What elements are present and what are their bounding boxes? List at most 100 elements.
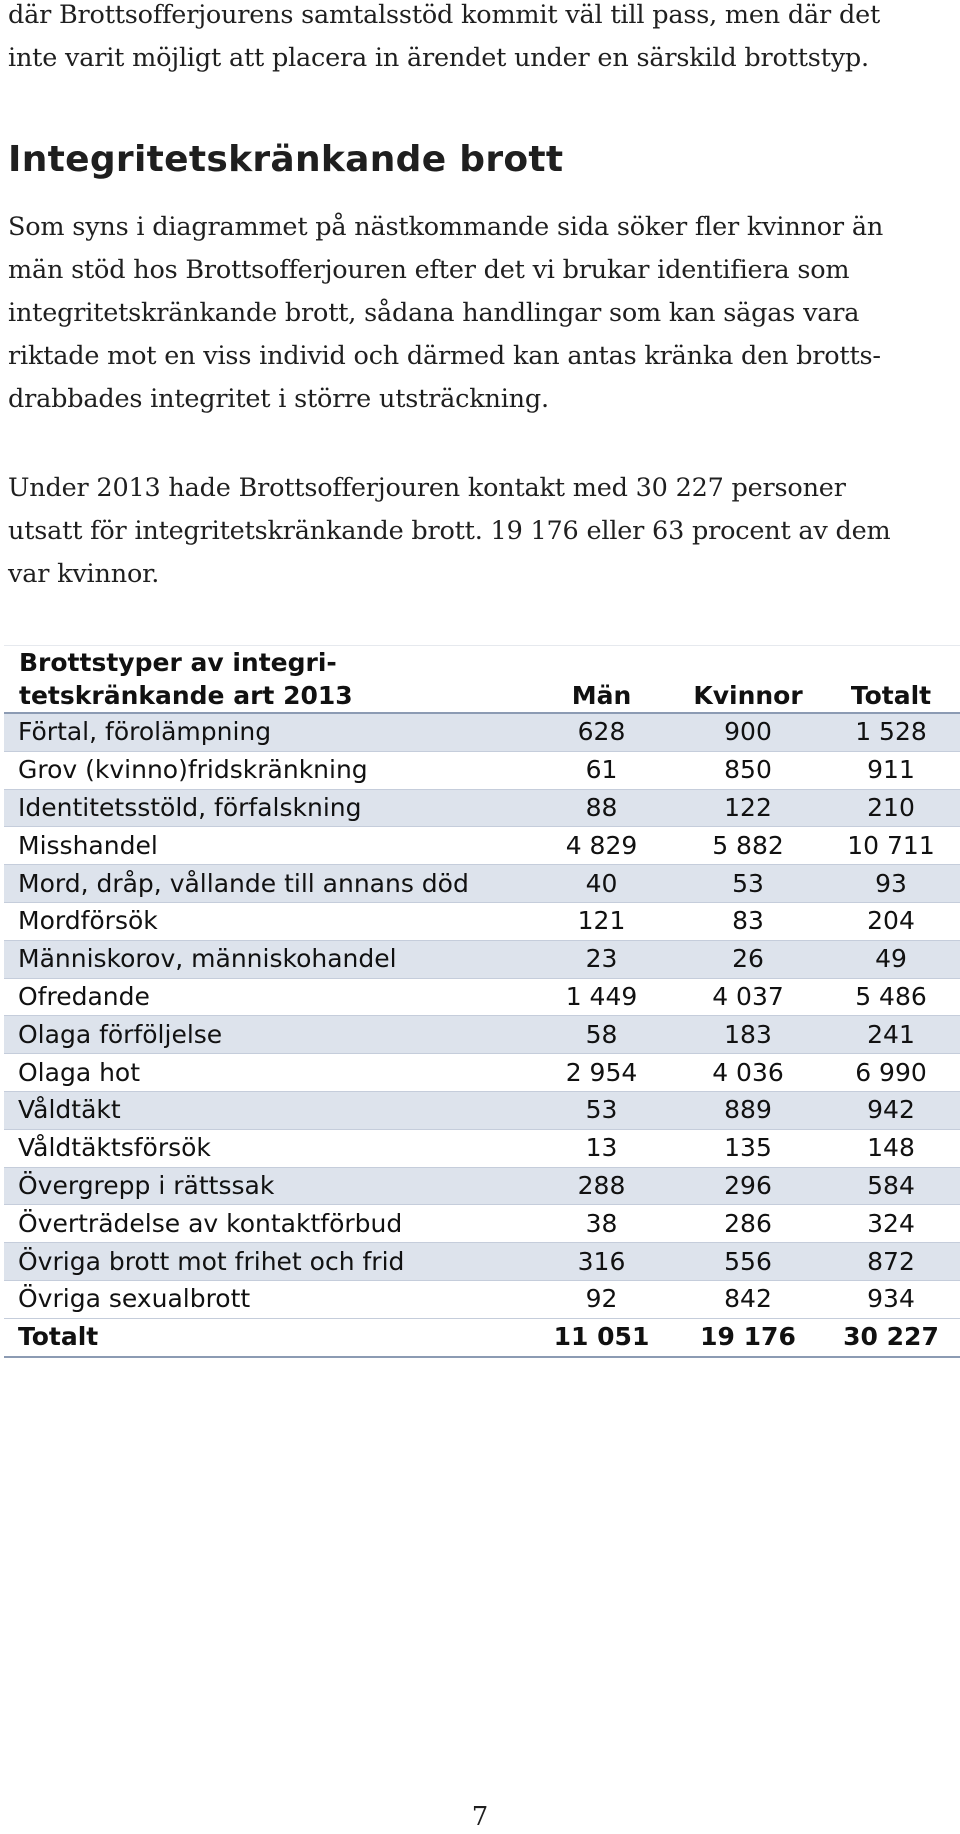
- intro-paragraph: där Brottsofferjourens samtalsstöd kommi…: [8, 0, 948, 80]
- kvinnor-value-cell: 4 036: [674, 1053, 822, 1092]
- crime-type-cell: Övriga sexualbrott: [4, 1280, 529, 1319]
- total-man-cell: 11 051: [529, 1318, 674, 1358]
- paragraph-1-line-3: integritetskränkande brott, sådana handl…: [8, 298, 860, 328]
- totalt-value-cell: 10 711: [822, 826, 960, 866]
- crime-type-cell: Misshandel: [4, 826, 529, 866]
- table-header-row: Brottstyper av integri- tetskränkande ar…: [4, 646, 960, 714]
- paragraph-2-line-1: Under 2013 hade Brottsofferjouren kontak…: [8, 473, 846, 503]
- man-value-cell: 13: [529, 1129, 674, 1168]
- table-row: Grov (kvinno)fridskränkning 61 850 911: [4, 751, 960, 790]
- table-row: Övergrepp i rättssak 288 296 584: [4, 1167, 960, 1206]
- totalt-value-cell: 584: [822, 1167, 960, 1206]
- table-row: Misshandel 4 829 5 882 10 711: [4, 826, 960, 866]
- totalt-value-cell: 210: [822, 789, 960, 828]
- table-title-line-2: tetskränkande art 2013: [19, 681, 353, 710]
- man-value-cell: 88: [529, 789, 674, 828]
- kvinnor-value-cell: 900: [674, 713, 822, 752]
- kvinnor-value-cell: 842: [674, 1280, 822, 1319]
- table-row: Människorov, människohandel 23 26 49: [4, 940, 960, 979]
- column-header-totalt: Totalt: [822, 646, 960, 714]
- man-value-cell: 61: [529, 751, 674, 790]
- paragraph-1-line-1: Som syns i diagrammet på nästkommande si…: [8, 212, 884, 242]
- crime-type-cell: Olaga förföljelse: [4, 1015, 529, 1055]
- paragraph-1-line-5: drabbades integritet i större utsträckni…: [8, 384, 549, 414]
- table-row: Mord, dråp, vållande till annans död 40 53…: [4, 864, 960, 903]
- paragraph-1-line-4: riktade mot en viss individ och därmed k…: [8, 341, 881, 371]
- kvinnor-value-cell: 296: [674, 1167, 822, 1206]
- totalt-value-cell: 942: [822, 1091, 960, 1130]
- totalt-value-cell: 6 990: [822, 1053, 960, 1092]
- table-body: Förtal, förolämpning 628 900 1 528 Grov (kvi…: [4, 713, 960, 1358]
- crime-type-cell: Övriga brott mot frihet och frid: [4, 1242, 529, 1281]
- intro-line-1: där Brottsofferjourens samtalsstöd kommi…: [8, 0, 881, 30]
- kvinnor-value-cell: 286: [674, 1204, 822, 1244]
- kvinnor-value-cell: 556: [674, 1242, 822, 1281]
- page-number: 7: [471, 1802, 489, 1832]
- kvinnor-value-cell: 83: [674, 902, 822, 941]
- man-value-cell: 121: [529, 902, 674, 941]
- table-row: Våldtäkt 53 889 942: [4, 1091, 960, 1130]
- crime-type-cell: Våldtäktsförsök: [4, 1129, 529, 1168]
- table-row: Identitetsstöld, förfalskning 88 122 210: [4, 789, 960, 828]
- section-paragraph-1: Som syns i diagrammet på nästkommande si…: [8, 206, 948, 421]
- paragraph-2-line-2: utsatt för integritetskränkande brott. 1…: [8, 516, 891, 546]
- crime-type-cell: Mordförsök: [4, 902, 529, 941]
- crime-type-cell: Förtal, förolämpning: [4, 713, 529, 752]
- column-header-kvinnor: Kvinnor: [674, 646, 822, 714]
- section-heading: Integritetskränkande brott: [8, 139, 564, 180]
- totalt-value-cell: 49: [822, 940, 960, 979]
- kvinnor-value-cell: 183: [674, 1015, 822, 1055]
- totalt-value-cell: 204: [822, 902, 960, 941]
- man-value-cell: 38: [529, 1204, 674, 1244]
- totalt-value-cell: 911: [822, 751, 960, 790]
- paragraph-1-line-2: män stöd hos Brottsofferjouren efter det…: [8, 255, 850, 285]
- kvinnor-value-cell: 26: [674, 940, 822, 979]
- totalt-value-cell: 1 528: [822, 713, 960, 752]
- totalt-value-cell: 872: [822, 1242, 960, 1281]
- crime-type-cell: Olaga hot: [4, 1053, 529, 1092]
- table-title-header: Brottstyper av integri- tetskränkande ar…: [4, 646, 529, 714]
- kvinnor-value-cell: 122: [674, 789, 822, 828]
- total-totalt-cell: 30 227: [822, 1318, 960, 1358]
- man-value-cell: 288: [529, 1167, 674, 1206]
- table-row: Övriga sexualbrott 92 842 934: [4, 1280, 960, 1319]
- crime-type-cell: Mord, dråp, vållande till annans död: [4, 864, 529, 903]
- totalt-value-cell: 93: [822, 864, 960, 903]
- man-value-cell: 40: [529, 864, 674, 903]
- table-row: Överträdelse av kontaktförbud 38 286 324: [4, 1204, 960, 1244]
- table-row: Ofredande 1 449 4 037 5 486: [4, 978, 960, 1017]
- man-value-cell: 1 449: [529, 978, 674, 1017]
- totalt-value-cell: 934: [822, 1280, 960, 1319]
- table-row: Olaga hot 2 954 4 036 6 990: [4, 1053, 960, 1092]
- total-label-cell: Totalt: [4, 1318, 529, 1358]
- totalt-value-cell: 5 486: [822, 978, 960, 1017]
- section-paragraph-2: Under 2013 hade Brottsofferjouren kontak…: [8, 467, 948, 596]
- paragraph-2-line-3: var kvinnor.: [8, 559, 160, 589]
- kvinnor-value-cell: 5 882: [674, 826, 822, 866]
- table-row: Förtal, förolämpning 628 900 1 528: [4, 713, 960, 752]
- table-row: Övriga brott mot frihet och frid 316 556 87…: [4, 1242, 960, 1281]
- man-value-cell: 23: [529, 940, 674, 979]
- total-kvinnor-cell: 19 176: [674, 1318, 822, 1358]
- table-row: Olaga förföljelse 58 183 241: [4, 1015, 960, 1055]
- table-total-row: Totalt 11 051 19 176 30 227: [4, 1318, 960, 1358]
- totalt-value-cell: 241: [822, 1015, 960, 1055]
- man-value-cell: 4 829: [529, 826, 674, 866]
- crime-type-cell: Människorov, människohandel: [4, 940, 529, 979]
- crime-type-table: Brottstyper av integri- tetskränkande ar…: [4, 645, 960, 1358]
- intro-line-2: inte varit möjligt att placera in ärende…: [8, 43, 869, 73]
- totalt-value-cell: 148: [822, 1129, 960, 1168]
- man-value-cell: 53: [529, 1091, 674, 1130]
- kvinnor-value-cell: 135: [674, 1129, 822, 1168]
- man-value-cell: 92: [529, 1280, 674, 1319]
- kvinnor-value-cell: 53: [674, 864, 822, 903]
- crime-type-cell: Överträdelse av kontaktförbud: [4, 1204, 529, 1244]
- crime-type-cell: Grov (kvinno)fridskränkning: [4, 751, 529, 790]
- table-row: Våldtäktsförsök 13 135 148: [4, 1129, 960, 1168]
- crime-type-cell: Våldtäkt: [4, 1091, 529, 1130]
- table-row: Mordförsök 121 83 204: [4, 902, 960, 941]
- crime-type-cell: Övergrepp i rättssak: [4, 1167, 529, 1206]
- man-value-cell: 2 954: [529, 1053, 674, 1092]
- column-header-man: Män: [529, 646, 674, 714]
